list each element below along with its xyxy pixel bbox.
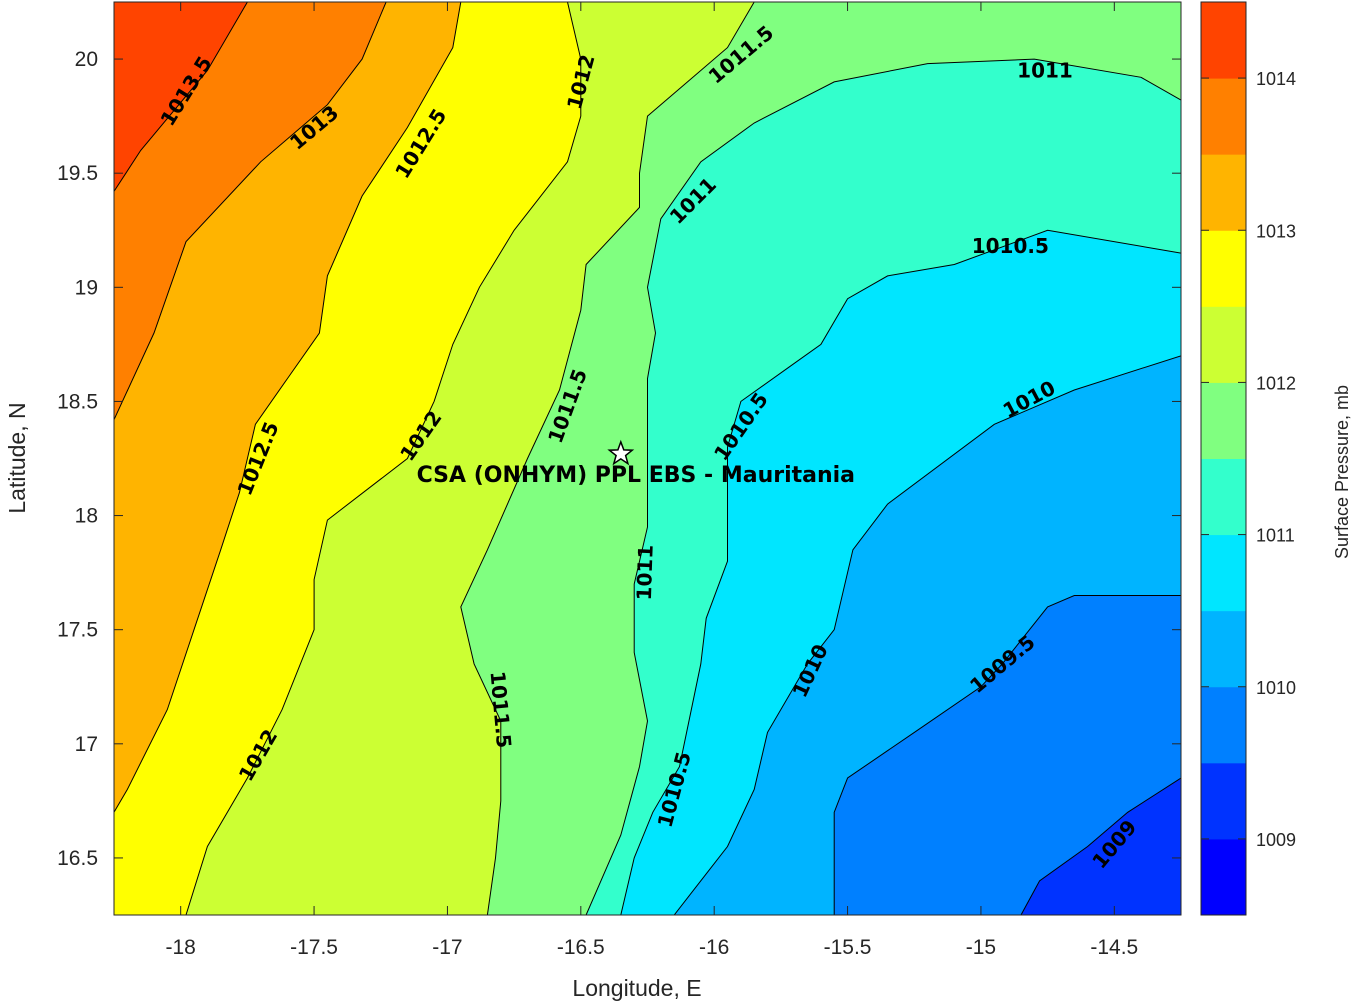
x-tick-label: -17.5 (290, 936, 338, 959)
colorbar-swatch (1201, 762, 1246, 840)
contour-line (460, 2, 755, 915)
colorbar-swatch (1201, 838, 1246, 916)
contour-line (673, 355, 1181, 915)
colorbar-swatch (1201, 306, 1246, 383)
colorbar-swatch (1201, 2, 1246, 79)
contour-line (1020, 777, 1181, 915)
colorbar-label: Surface Pressure, mb (1332, 385, 1352, 559)
contour-line (185, 2, 582, 915)
x-axis-label: Longitude, E (572, 975, 701, 1001)
x-tick-label: -15.5 (824, 936, 872, 959)
contour-line (114, 2, 248, 192)
colorbar-swatch (1201, 78, 1246, 155)
colorbar-swatch (1201, 458, 1246, 536)
contour-line (585, 58, 1181, 915)
colorbar: 1009 1010 1011 1012 1013 1014 (1200, 1, 1296, 916)
y-tick-label: 17.5 (57, 619, 98, 642)
site-star-icon (607, 439, 635, 466)
colorbar-swatch (1201, 382, 1246, 459)
contour-line (833, 595, 1181, 915)
x-tick-label: -16 (699, 936, 729, 959)
contour-line (114, 2, 462, 813)
contour-lines (114, 2, 1181, 915)
colorbar-frame (1200, 1, 1247, 916)
site-marker (607, 439, 635, 466)
colorbar-tick-label: 1009 (1256, 830, 1296, 850)
y-tick-label: 19 (75, 276, 98, 299)
x-tick-label: -16.5 (557, 936, 605, 959)
plot-frame (113, 1, 1182, 916)
x-tick-label: -17 (432, 936, 462, 959)
y-tick-label: 19.5 (57, 162, 98, 185)
y-tick-label: 18.5 (57, 390, 98, 413)
colorbar-tick-label: 1011 (1256, 526, 1295, 546)
x-tick-label: -18 (166, 936, 196, 959)
x-tick-label: -14.5 (1090, 936, 1138, 959)
colorbar-swatch (1201, 154, 1246, 231)
contour-label: 1011 (632, 544, 658, 600)
y-tick-label: 18 (75, 505, 98, 528)
y-axis-label: Latitude, N (4, 402, 30, 513)
y-tick-label: 16.5 (57, 847, 98, 870)
colorbar-swatch (1201, 610, 1246, 688)
colorbar-tick-label: 1014 (1256, 69, 1296, 89)
colorbar-tick-label: 1013 (1256, 221, 1296, 241)
contour-label: 1011 (1017, 59, 1073, 83)
colorbar-swatch (1201, 686, 1246, 764)
contour-line (114, 2, 387, 420)
colorbar-swatch (1201, 230, 1246, 307)
contour-label: 1010.5 (972, 234, 1049, 258)
colorbar-swatch (1201, 534, 1246, 612)
site-annotation: CSA (ONHYM) PPL EBS - Mauritania (417, 463, 855, 488)
x-axis: -18 -17.5 -17 -16.5 -16 -15.5 -15 -14.5 (166, 2, 1138, 959)
colorbar-tick-label: 1012 (1256, 373, 1296, 393)
y-tick-label: 20 (75, 48, 98, 71)
pressure-band (1021, 778, 1181, 915)
y-tick-label: 17 (75, 733, 98, 756)
y-axis: 16.5 17 17.5 18 18.5 19 19.5 20 (57, 48, 1181, 870)
colorbar-tick-label: 1010 (1256, 678, 1296, 698)
contour-line (620, 229, 1181, 915)
pressure-band (834, 595, 1181, 915)
x-tick-label: -15 (966, 936, 996, 959)
